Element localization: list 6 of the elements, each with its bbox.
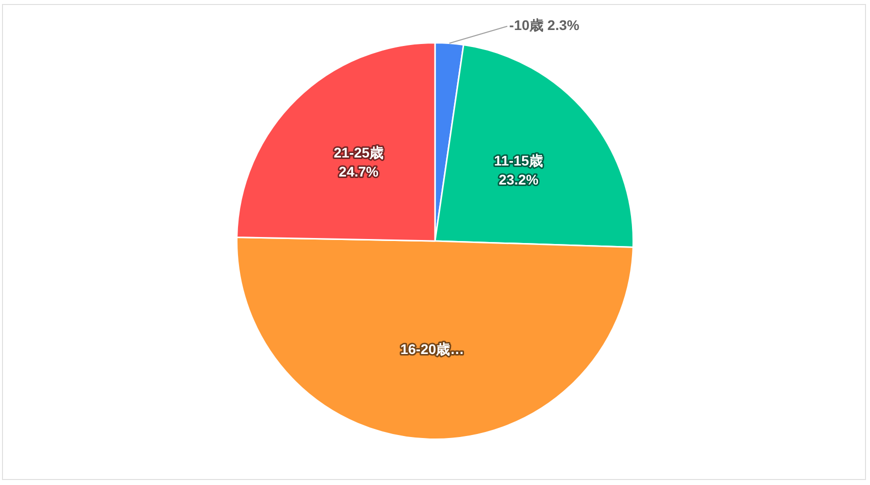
data-label: 23.2% [498, 171, 539, 188]
slice-label: 21-25歳 [334, 144, 384, 161]
slice-label: -10歳 2.3% [509, 17, 580, 34]
slice-label: 11-15歳 [494, 152, 544, 168]
slice-label: 16-20歳… [400, 340, 464, 357]
data-label: 24.7% [338, 164, 380, 180]
